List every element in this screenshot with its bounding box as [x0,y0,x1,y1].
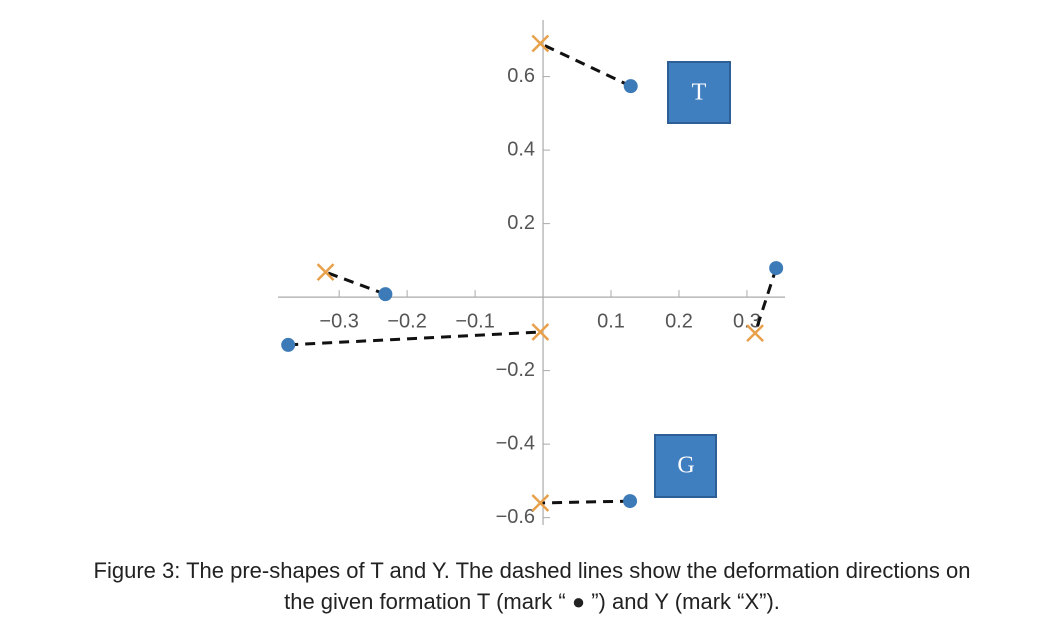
deformation-line [540,499,631,505]
x-tick-label: 0.2 [665,310,693,332]
deformation-line [539,42,632,88]
point [769,261,784,276]
point [531,34,550,53]
annotation-g: G [654,434,717,498]
point [623,494,638,509]
point [531,494,550,512]
x-tick-label: −0.3 [319,310,358,332]
y-tick-label: −0.2 [496,359,535,381]
point [746,324,764,343]
caption: the given formation T (mark “ ● ”) and Y… [284,589,780,614]
deformation-line [325,270,386,296]
deformation-line [288,330,541,347]
x-tick-label: −0.1 [455,310,494,332]
y-tick-label: 0.6 [507,65,535,87]
y-tick-label: −0.6 [496,506,535,528]
x-tick-label: 0.1 [597,310,625,332]
x-tick-label: 0.3 [733,310,761,332]
annotation-box [654,434,717,498]
point [281,337,296,352]
annotation-label: T [692,80,707,106]
y-tick-label: 0.4 [507,138,535,160]
point [378,287,393,302]
point [316,263,335,282]
x-tick-label: −0.2 [387,310,426,332]
y-tick-label: −0.4 [496,432,535,454]
annotation-label: G [677,453,694,479]
point [531,323,550,341]
y-tick-label: 0.2 [507,212,535,234]
annotation-t: T [667,61,731,124]
point [623,79,638,94]
deformation-line [753,267,778,334]
annotation-box [667,61,731,124]
caption: Figure 3: The pre-shapes of T and Y. The… [94,558,971,583]
